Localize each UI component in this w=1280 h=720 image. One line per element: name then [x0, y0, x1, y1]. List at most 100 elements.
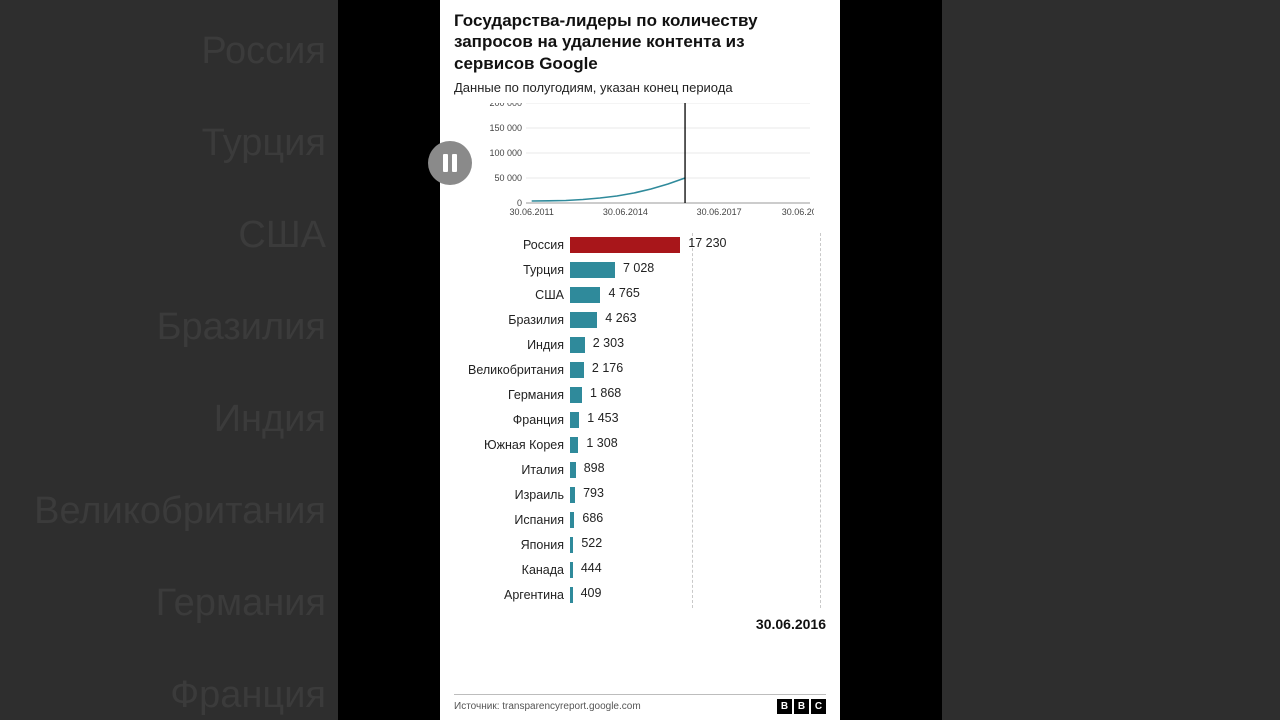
pause-button[interactable]	[428, 141, 472, 185]
bar-label: Турция	[454, 263, 570, 277]
line-chart-xtick: 30.06.2014	[603, 207, 648, 217]
shadow-label: Турция	[202, 122, 326, 165]
bar-fill	[570, 437, 578, 453]
line-chart-area: 050 000100 000150 000200 00030.06.201130…	[454, 103, 826, 223]
bar-track: 4 263	[570, 312, 826, 328]
shadow-label: Бразилия	[157, 306, 326, 349]
source-text: Источник: transparencyreport.google.com	[454, 701, 641, 712]
bar-track: 1 868	[570, 387, 826, 403]
bar-fill	[570, 312, 597, 328]
source-url: transparencyreport.google.com	[502, 701, 640, 712]
bar-fill	[570, 412, 579, 428]
line-chart-xtick: 30.06.2020	[782, 207, 814, 217]
bar-row: Турция 7 028	[454, 258, 826, 283]
pause-icon	[443, 154, 448, 172]
bbc-logo-block: B	[794, 699, 809, 714]
card-title: Государства-лидеры по количеству запросо…	[454, 10, 826, 74]
shadow-label: США	[238, 214, 326, 257]
bar-fill	[570, 512, 574, 528]
bar-fill	[570, 462, 576, 478]
bar-label: Япония	[454, 538, 570, 552]
bar-track: 17 230	[570, 237, 826, 253]
line-chart-ytick: 50 000	[494, 173, 522, 183]
bar-fill	[570, 362, 584, 378]
bar-label: Индия	[454, 338, 570, 352]
bar-track: 1 308	[570, 437, 826, 453]
bar-row: Аргентина 409	[454, 583, 826, 608]
bar-track: 898	[570, 462, 826, 478]
bar-value: 1 308	[586, 436, 617, 450]
bar-track: 7 028	[570, 262, 826, 278]
line-chart-xtick: 30.06.2011	[509, 207, 553, 217]
bar-fill	[570, 337, 585, 353]
bar-track: 522	[570, 537, 826, 553]
bar-row: США 4 765	[454, 283, 826, 308]
bar-row: Испания 686	[454, 508, 826, 533]
bar-value: 686	[582, 511, 603, 525]
bar-label: Италия	[454, 463, 570, 477]
line-chart-svg: 050 000100 000150 000200 00030.06.201130…	[484, 103, 814, 223]
shadow-label: Индия	[214, 398, 326, 441]
bar-row: Великобритания 2 176	[454, 358, 826, 383]
bar-track: 4 765	[570, 287, 826, 303]
bar-label: Аргентина	[454, 588, 570, 602]
bar-row: Япония 522	[454, 533, 826, 558]
bar-value: 1 868	[590, 386, 621, 400]
bar-track: 444	[570, 562, 826, 578]
bar-track: 2 303	[570, 337, 826, 353]
bar-row: Индия 2 303	[454, 333, 826, 358]
bar-chart: Россия17 230Турция7 028США4 765Бразилия4…	[454, 233, 826, 628]
date-stamp: 30.06.2016	[756, 616, 826, 632]
bar-fill	[570, 487, 575, 503]
bar-row: Южная Корея1 308	[454, 433, 826, 458]
bar-row: Россия17 230	[454, 233, 826, 258]
bar-fill	[570, 537, 573, 553]
bar-label: Бразилия	[454, 313, 570, 327]
shadow-right-panel	[942, 0, 1280, 720]
bar-fill	[570, 562, 573, 578]
bar-fill	[570, 587, 573, 603]
bar-label: Великобритания	[454, 363, 570, 377]
bar-fill	[570, 287, 600, 303]
bar-label: Испания	[454, 513, 570, 527]
bar-value: 898	[584, 461, 605, 475]
shadow-label: Россия	[201, 30, 326, 73]
bar-track: 793	[570, 487, 826, 503]
infographic-card: Государства-лидеры по количеству запросо…	[440, 0, 840, 720]
bar-track: 686	[570, 512, 826, 528]
bar-row: Германия 1 868	[454, 383, 826, 408]
line-chart-ytick: 150 000	[489, 123, 522, 133]
bar-label: Израиль	[454, 488, 570, 502]
bar-value: 4 765	[608, 286, 639, 300]
pause-icon	[452, 154, 457, 172]
bar-value: 409	[581, 586, 602, 600]
bar-value: 7 028	[623, 261, 654, 275]
bar-track: 2 176	[570, 362, 826, 378]
shadow-label: Франция	[170, 674, 326, 717]
bar-fill	[570, 387, 582, 403]
bar-value: 522	[581, 536, 602, 550]
line-chart-ytick: 200 000	[489, 103, 522, 108]
line-chart-xtick: 30.06.2017	[697, 207, 742, 217]
bar-fill	[570, 262, 615, 278]
line-series	[532, 178, 685, 201]
bar-label: Канада	[454, 563, 570, 577]
bbc-logo-block: C	[811, 699, 826, 714]
bar-value: 444	[581, 561, 602, 575]
bar-row: Израиль793	[454, 483, 826, 508]
bar-label: Франция	[454, 413, 570, 427]
bar-row: Канада 444	[454, 558, 826, 583]
bar-row: Франция1 453	[454, 408, 826, 433]
bar-value: 2 303	[593, 336, 624, 350]
card-subtitle: Данные по полугодиям, указан конец перио…	[454, 80, 826, 95]
bar-value: 2 176	[592, 361, 623, 375]
footer: Источник: transparencyreport.google.com …	[454, 694, 826, 714]
bar-label: США	[454, 288, 570, 302]
bar-label: Россия	[454, 238, 570, 252]
bar-label: Германия	[454, 388, 570, 402]
shadow-label: Великобритания	[34, 490, 326, 533]
bar-fill	[570, 237, 680, 253]
bar-row: Бразилия4 263	[454, 308, 826, 333]
shadow-left-panel: Россия Турция США Бразилия Индия Великобритан…	[0, 0, 338, 720]
line-chart-ytick: 100 000	[489, 148, 522, 158]
